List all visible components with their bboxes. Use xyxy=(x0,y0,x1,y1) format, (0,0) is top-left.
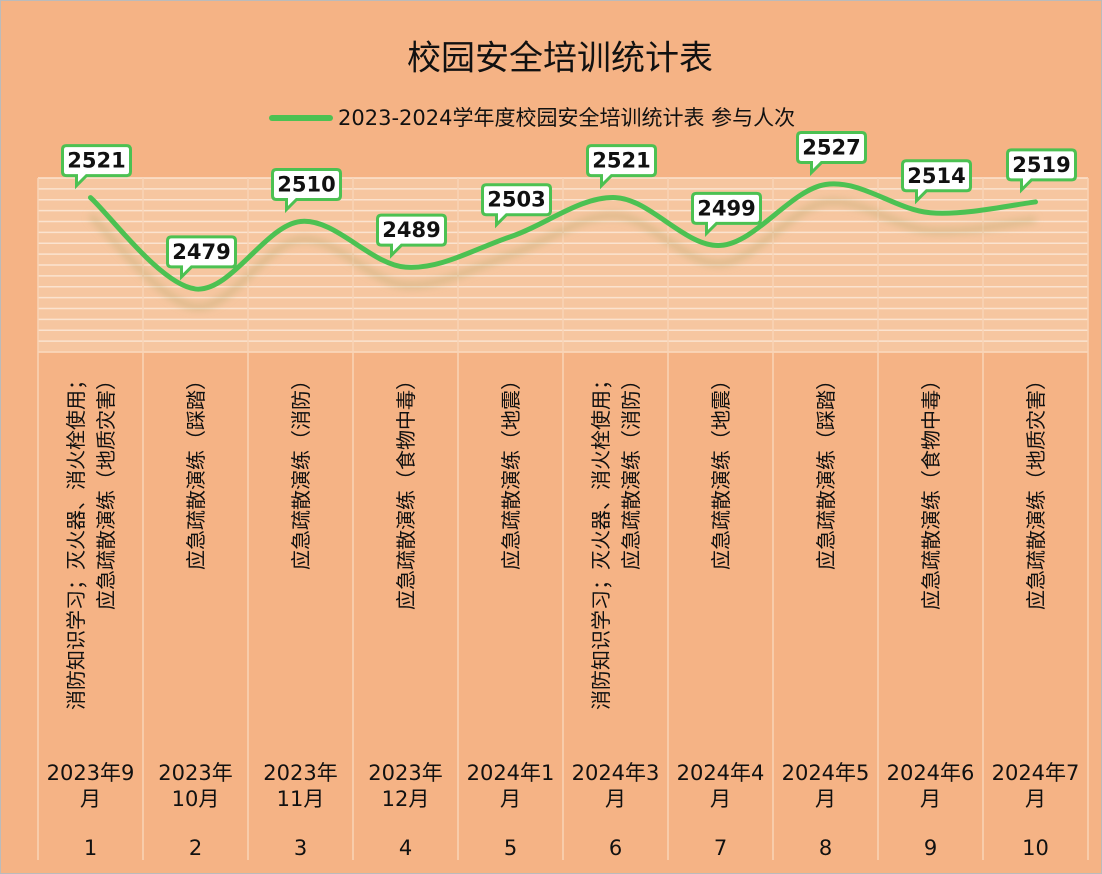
data-label-box xyxy=(691,191,762,238)
category-activity-text: 应急疏散演练（地质灾害） xyxy=(1023,370,1048,610)
category-activity: 消防知识学习；灭火器、消火栓使用；应急疏散演练（地质灾害） xyxy=(43,370,139,710)
data-label-box xyxy=(481,183,552,229)
category-date-text: 2023年9月 xyxy=(46,761,135,811)
category-number: 4 xyxy=(356,836,456,860)
category-date: 2023年10月 xyxy=(152,760,240,812)
category-activity-text: 应急疏散演练（食物中毒） xyxy=(393,370,418,610)
category-date-text: 2023年12月 xyxy=(368,761,443,811)
category-activity-text: 消防知识学习；灭火器、消火栓使用；应急疏散演练（地质灾害） xyxy=(63,370,118,710)
category-date: 2024年4月 xyxy=(677,760,765,812)
data-label-box xyxy=(796,131,867,177)
data-label-box xyxy=(271,168,342,214)
category-date-text: 2024年3月 xyxy=(571,761,660,811)
category-date-text: 2023年11月 xyxy=(263,761,338,811)
category-number-text: 8 xyxy=(818,836,833,860)
category-number-text: 5 xyxy=(503,836,518,860)
category-date: 2024年5月 xyxy=(782,760,870,812)
data-label: 2489 xyxy=(382,218,440,242)
category-activity: 应急疏散演练（踩踏） xyxy=(148,370,244,710)
category-number-text: 2 xyxy=(188,836,203,860)
category-date-text: 2023年10月 xyxy=(158,761,233,811)
category-date: 2024年1月 xyxy=(467,760,555,812)
category-activity: 应急疏散演练（食物中毒） xyxy=(358,370,454,710)
data-label: 2519 xyxy=(1012,153,1070,177)
data-label-box xyxy=(166,235,237,281)
data-label: 2499 xyxy=(697,196,755,220)
data-label: 2503 xyxy=(487,188,545,212)
category-activity-text: 应急疏散演练（踩踏） xyxy=(813,370,838,570)
category-activity: 应急疏散演练（地质灾害） xyxy=(988,370,1084,710)
category-date-text: 2024年1月 xyxy=(466,761,555,811)
category-date-text: 2024年5月 xyxy=(781,761,870,811)
data-label: 2479 xyxy=(172,240,230,264)
category-activity-text: 消防知识学习；灭火器、消火栓使用；应急疏散演练（消防） xyxy=(588,370,643,710)
category-number: 10 xyxy=(986,836,1086,860)
category-activity: 应急疏散演练（地震） xyxy=(673,370,769,710)
category-activity-text: 应急疏散演练（踩踏） xyxy=(183,370,208,570)
data-label: 2521 xyxy=(592,149,650,173)
category-activity: 应急疏散演练（踩踏） xyxy=(778,370,874,710)
category-number-text: 3 xyxy=(293,836,308,860)
category-activity-text: 应急疏散演练（地震） xyxy=(708,370,733,570)
data-label: 2514 xyxy=(907,164,965,188)
data-label: 2510 xyxy=(277,173,335,197)
category-date: 2024年7月 xyxy=(992,760,1080,812)
category-number-text: 9 xyxy=(923,836,938,860)
category-activity-text: 应急疏散演练（消防） xyxy=(288,370,313,570)
category-date-text: 2024年7月 xyxy=(991,761,1080,811)
line-shadow xyxy=(88,198,1036,310)
category-date: 2023年11月 xyxy=(257,760,345,812)
category-date: 2023年12月 xyxy=(362,760,450,812)
category-number: 3 xyxy=(251,836,351,860)
chart-title: 校园安全培训统计表 xyxy=(407,39,713,79)
category-date: 2023年9月 xyxy=(47,760,135,812)
data-label-box xyxy=(61,144,132,190)
category-number: 7 xyxy=(671,836,771,860)
data-label-box xyxy=(901,159,972,205)
category-number-text: 7 xyxy=(713,836,728,860)
category-activity-text: 应急疏散演练（地震） xyxy=(498,370,523,570)
category-number: 5 xyxy=(461,836,561,860)
category-number: 8 xyxy=(776,836,876,860)
category-activity-text: 应急疏散演练（食物中毒） xyxy=(918,370,943,610)
category-date-text: 2024年6月 xyxy=(886,761,975,811)
category-number-text: 10 xyxy=(1022,836,1049,860)
category-activity: 应急疏散演练（地震） xyxy=(463,370,559,710)
data-label: 2527 xyxy=(802,136,860,160)
category-activity: 应急疏散演练（消防） xyxy=(253,370,349,710)
category-number: 6 xyxy=(566,836,666,860)
category-number: 1 xyxy=(41,836,141,860)
category-activity: 消防知识学习；灭火器、消火栓使用；应急疏散演练（消防） xyxy=(568,370,664,710)
category-number-text: 4 xyxy=(398,836,413,860)
category-activity: 应急疏散演练（食物中毒） xyxy=(883,370,979,710)
category-date-text: 2024年4月 xyxy=(676,761,765,811)
data-label-box xyxy=(1006,148,1077,194)
category-date: 2024年3月 xyxy=(572,760,660,812)
data-label: 2521 xyxy=(67,149,125,173)
category-date: 2024年6月 xyxy=(887,760,975,812)
data-label-box xyxy=(376,213,447,259)
line xyxy=(88,181,1038,292)
legend-label: 2023-2024学年度校园安全培训统计表 参与人次 xyxy=(338,106,795,130)
category-number: 9 xyxy=(881,836,981,860)
category-number-text: 6 xyxy=(608,836,623,860)
category-number: 2 xyxy=(146,836,246,860)
data-label-box xyxy=(586,144,657,190)
category-number-text: 1 xyxy=(83,836,98,860)
